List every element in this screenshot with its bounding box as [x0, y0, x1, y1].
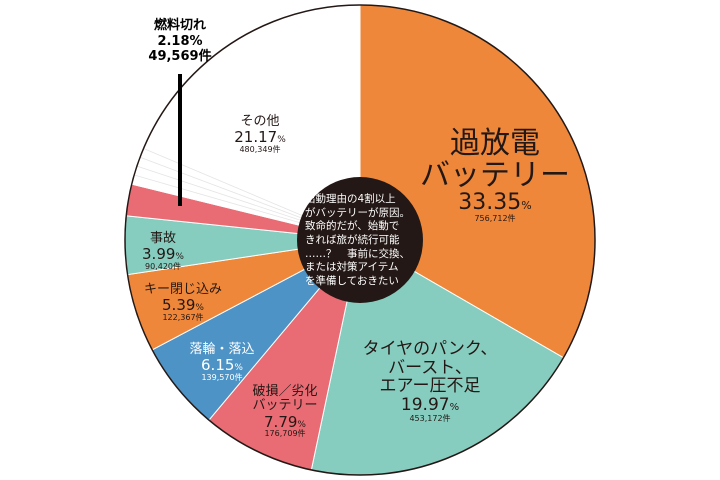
slice-name: タイヤのパンク、 バースト、 エアー圧不足 [362, 339, 498, 397]
center-circle [297, 177, 423, 303]
slice-count: 49,569件 [148, 49, 212, 65]
pie-outline [124, 4, 596, 476]
slice-percent: 33.35 [458, 190, 522, 215]
slice-count: 90,420件 [145, 262, 181, 272]
slice-name: その他 [240, 114, 280, 129]
label-key-lock: キー閉じ込み 5.39% 122,367件 [138, 282, 228, 323]
label-wheel-drop: 落輪・落込 6.15% 139,570件 [182, 342, 262, 383]
slice-percent: 3.99 [142, 245, 176, 264]
slice-name: 過放電 バッテリー [420, 126, 570, 193]
slice-percent: 2.18 [157, 33, 190, 49]
slice-count: 480,349件 [239, 145, 281, 155]
slice-name: 燃料切れ [153, 18, 206, 33]
slice-percent: 21.17 [234, 128, 278, 147]
slice-count: 756,712件 [474, 214, 516, 224]
slice-percent: 7.79 [264, 412, 298, 431]
slice-count: 139,570件 [201, 373, 243, 383]
slice-count: 453,172件 [409, 413, 451, 423]
center-note: 出動理由の4割以上 がバッテリーが原因。 致命的だが、始動で きれば旅が続行可能… [305, 193, 410, 287]
slice-percent: 6.15 [201, 356, 235, 375]
label-battery: 過放電 バッテリー 33.35% 756,712件 [420, 126, 570, 224]
slice-name: 事故 [149, 231, 176, 246]
slice-count: 122,367件 [162, 313, 204, 323]
slice-count: 176,709件 [264, 429, 306, 439]
label-broken-battery: 破損／劣化 バッテリー 7.79% 176,709件 [245, 384, 325, 439]
slice-percent: 5.39 [162, 296, 196, 315]
label-accident: 事故 3.99% 90,420件 [138, 231, 188, 272]
slice-name: 落輪・落込 [189, 342, 255, 357]
label-tire: タイヤのパンク、 バースト、 エアー圧不足 19.97% 453,172件 [355, 340, 505, 424]
slice-name: 破損／劣化 バッテリー [252, 384, 318, 414]
label-fuel: 燃料切れ 2.18% 49,569件 [130, 18, 230, 65]
slice-percent: 19.97 [400, 395, 450, 416]
label-other: その他 21.17% 480,349件 [225, 114, 295, 155]
slice-name: キー閉じ込み [143, 282, 222, 297]
